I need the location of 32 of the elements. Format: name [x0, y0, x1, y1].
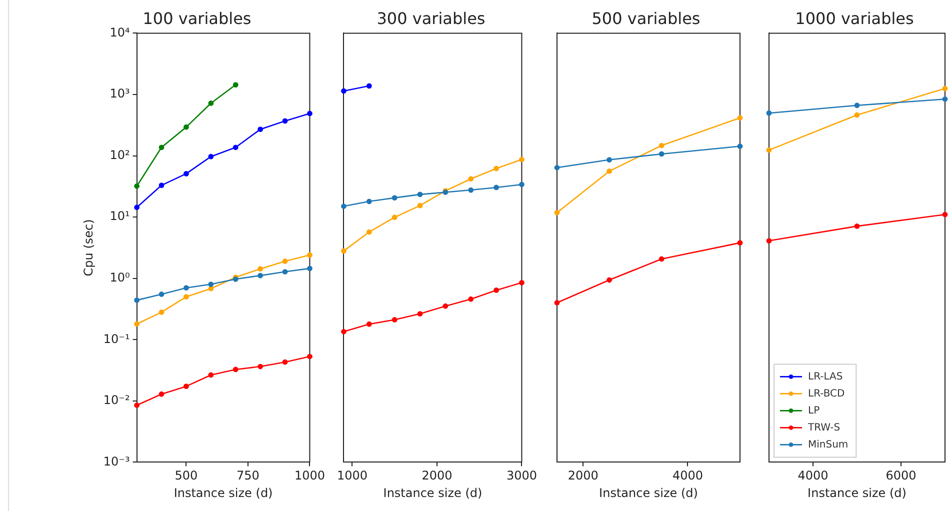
chart-title: 100 variables — [142, 8, 252, 28]
y-tick-label: 10⁻¹ — [103, 332, 130, 346]
y-tick-label: 10² — [110, 148, 130, 162]
y-tick-label: 10³ — [110, 86, 130, 101]
legend-label: LR-BCD — [808, 388, 846, 400]
x-tick-label: 3000 — [506, 468, 538, 483]
legend-label: LP — [808, 405, 820, 416]
x-tick-label: 1000 — [336, 468, 368, 483]
y-tick-label: 10⁰ — [110, 270, 130, 284]
y-axis-title: Cpu (sec) — [81, 219, 96, 276]
chart-title: 300 variables — [376, 8, 486, 28]
x-axis-title: Instance size (d) — [808, 486, 906, 500]
x-tick-label: 750 — [236, 468, 260, 483]
chart-title: 500 variables — [592, 8, 700, 28]
x-tick-label: 6000 — [886, 468, 916, 483]
x-tick-label: 4000 — [672, 468, 703, 483]
x-tick-label: 500 — [174, 468, 198, 483]
y-tick-label: 10⁻³ — [103, 454, 130, 468]
legend-label: MinSum — [808, 439, 848, 450]
x-tick-label: 2000 — [422, 468, 452, 483]
y-tick-label: 10⁴ — [110, 25, 130, 40]
x-tick-label: 4000 — [798, 468, 828, 483]
chart-title: 1000 variables — [795, 8, 914, 28]
x-axis-title: Instance size (d) — [599, 486, 698, 500]
x-axis-title: Instance size (d) — [383, 486, 482, 500]
legend-label: TRW-S — [807, 422, 840, 434]
legend-label: LR-LAS — [808, 371, 843, 382]
x-axis-title: Instance size (d) — [174, 486, 273, 500]
y-tick-label: 10⁻² — [103, 393, 130, 408]
x-tick-label: 1000 — [294, 468, 326, 483]
x-tick-label: 2000 — [568, 468, 598, 483]
y-tick-label: 10¹ — [110, 209, 130, 224]
